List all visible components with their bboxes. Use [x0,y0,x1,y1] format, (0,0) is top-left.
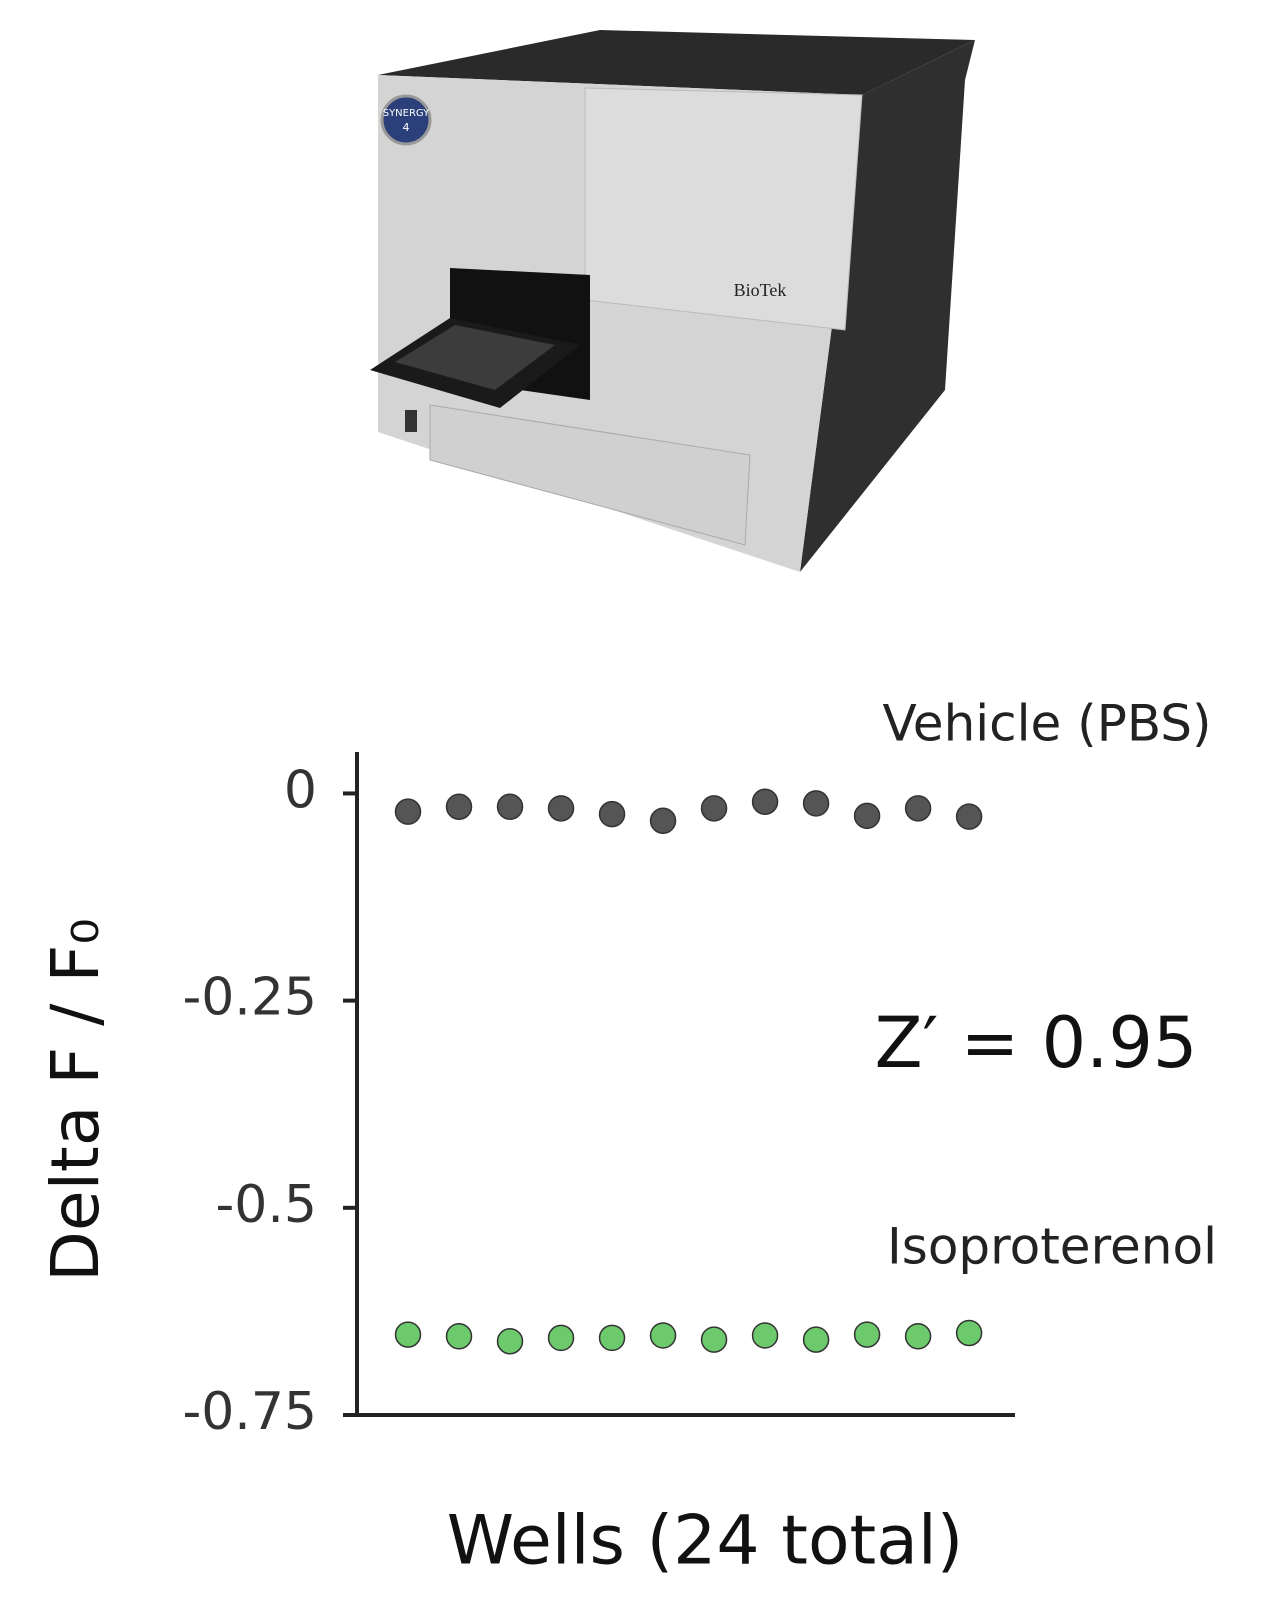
point [547,795,575,822]
point [853,802,881,830]
badge-text: SYNERGY [383,108,430,119]
point [496,793,524,820]
y-tick-label: -0.5 [216,1175,317,1235]
point [649,807,677,835]
badge-model: 4 [403,121,410,134]
point [955,1319,983,1347]
switch [405,410,417,432]
y-tick-label: -0.25 [182,968,317,1028]
point [598,1324,626,1352]
point [802,790,830,817]
panel [584,87,863,331]
point [649,1322,677,1349]
point [700,1326,728,1353]
plate [395,325,555,390]
annotation: Vehicle (PBS) [882,695,1211,753]
badge [380,94,432,146]
y-tick-label: -0.75 [182,1382,317,1442]
side [800,40,975,572]
point [496,1327,524,1355]
point [394,1321,422,1348]
point [598,800,626,828]
point [751,1322,779,1349]
point [751,788,779,815]
point [445,793,473,820]
point [904,795,932,822]
point [853,1321,881,1348]
y-tick-label: 0 [284,760,317,820]
point [955,803,983,830]
point [700,795,728,822]
point [547,1324,575,1352]
point [904,1323,932,1350]
x-axis-label: Wells (24 total) [447,1502,964,1581]
annotation: Isoproterenol [887,1218,1217,1276]
point [802,1326,830,1353]
annotation: Z′ = 0.95 [875,1002,1198,1084]
y-axis-label: Delta F / F₀ [37,918,114,1282]
point [445,1323,473,1350]
top [378,30,975,95]
instrument-photo: SYNERGY 4 BioTek [370,30,975,572]
door [429,404,751,546]
brand-text: BioTek [734,280,787,300]
point [394,798,422,825]
